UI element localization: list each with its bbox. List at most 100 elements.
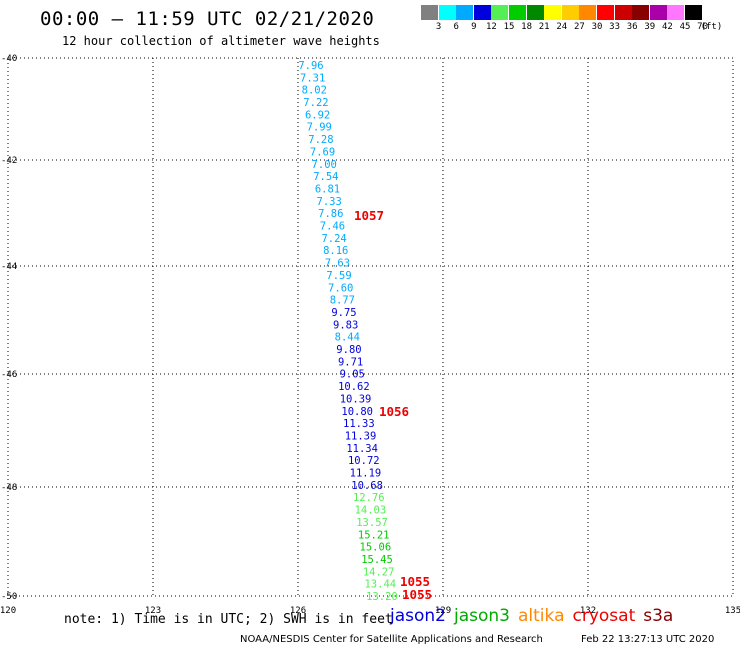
wave-height-label: 7.28 <box>308 134 333 146</box>
wave-height-label: 8.44 <box>335 332 360 344</box>
scale-tick-label: 21 <box>538 22 550 32</box>
wave-height-label: 9.75 <box>331 307 356 319</box>
scale-swatch <box>649 5 667 20</box>
legend-item-jason2: jason2 <box>390 606 446 626</box>
wave-height-label: 9.05 <box>340 369 365 381</box>
scale-tick-label: 3 <box>435 22 442 32</box>
wave-height-label: 7.54 <box>313 171 338 183</box>
longitude-label: 120 <box>0 606 16 616</box>
longitude-label: 123 <box>145 606 161 616</box>
scale-swatch <box>685 5 702 20</box>
scale-swatch <box>667 5 685 20</box>
latitude-label: -40 <box>1 54 17 64</box>
scale-swatch <box>491 5 509 20</box>
scale-tick-label: 45 <box>679 22 691 32</box>
scale-swatch <box>614 5 632 20</box>
wave-height-label: 7.22 <box>303 97 328 109</box>
legend-item-altika: altika <box>518 606 565 626</box>
wave-height-label: 7.31 <box>300 72 325 84</box>
wave-height-label: 8.77 <box>330 295 355 307</box>
wave-height-label: 8.16 <box>323 245 348 257</box>
wave-height-label: 11.19 <box>350 468 382 480</box>
wave-height-label: 15.45 <box>361 554 393 566</box>
wave-height-label: 13.44 <box>364 579 396 591</box>
scale-tick-label: 30 <box>591 22 603 32</box>
scale-swatch <box>438 5 456 20</box>
wave-height-label: 15.21 <box>358 529 390 541</box>
map-frame <box>7 57 734 597</box>
wave-height-label: 11.39 <box>345 430 377 442</box>
footer-credit: NOAA/NESDIS Center for Satellite Applica… <box>240 634 543 645</box>
wave-height-label: 7.00 <box>312 159 337 171</box>
scale-swatch <box>473 5 491 20</box>
wave-height-label: 13.20 <box>366 591 398 603</box>
scale-swatch <box>509 5 526 20</box>
scale-swatch <box>544 5 562 20</box>
wave-height-label: 9.80 <box>336 344 361 356</box>
page-subtitle: 12 hour collection of altimeter wave hei… <box>62 34 380 48</box>
longitude-label: 129 <box>435 606 451 616</box>
wave-height-label: 10.39 <box>340 393 372 405</box>
wave-height-label: 15.06 <box>360 542 392 554</box>
wave-height-label: 7.99 <box>307 122 332 134</box>
page-title: 00:00 – 11:59 UTC 02/21/2020 <box>40 8 375 30</box>
wave-height-label: 7.86 <box>318 208 343 220</box>
wave-height-label: 9.71 <box>338 356 363 368</box>
scale-tick-label: 18 <box>521 22 533 32</box>
scale-tick-label: 42 <box>661 22 673 32</box>
scale-tick-label: 36 <box>626 22 638 32</box>
wave-height-label: 10.72 <box>348 455 380 467</box>
units-note: note: 1) Time is in UTC; 2) SWH is in fe… <box>64 612 393 627</box>
scale-tick-label: 70 <box>697 22 709 32</box>
wave-height-label: 11.33 <box>343 418 375 430</box>
scale-swatch <box>561 5 579 20</box>
scale-swatch <box>526 5 544 20</box>
wave-height-label: 12.76 <box>353 492 385 504</box>
latitude-label: -50 <box>1 592 17 602</box>
wave-height-label: 7.24 <box>321 233 346 245</box>
longitude-label: 135 <box>725 606 740 616</box>
latitude-label: -46 <box>1 370 17 380</box>
wave-height-color-scale: 3 6 9 12 15 18 21 24 27 30 33 36 39 42 45 70 (ft) <box>421 5 731 35</box>
scale-swatch <box>632 5 650 20</box>
wave-height-label: 6.81 <box>315 183 340 195</box>
footer-timestamp: Feb 22 13:27:13 UTC 2020 <box>581 634 715 645</box>
wave-height-label: 7.46 <box>320 221 345 233</box>
wave-height-label: 11.34 <box>346 443 378 455</box>
latitude-label: -42 <box>1 156 17 166</box>
wave-height-label: 7.60 <box>328 282 353 294</box>
wave-height-label: 10.80 <box>341 406 373 418</box>
pass-time-label: 1055 <box>402 587 432 602</box>
satellite-legend: jason2 jason3 altika cryosat s3a <box>390 606 681 626</box>
scale-tick-label: 15 <box>503 22 515 32</box>
scale-tick-label: 27 <box>573 22 585 32</box>
pass-time-label: 1057 <box>354 208 384 223</box>
scale-swatch <box>579 5 597 20</box>
scale-tick-label: 9 <box>471 22 477 32</box>
scale-tick-label: 33 <box>609 22 621 32</box>
longitude-label: 132 <box>580 606 596 616</box>
wave-height-label: 7.96 <box>298 60 323 72</box>
wave-height-label: 14.03 <box>355 505 387 517</box>
wave-height-label: 10.62 <box>338 381 370 393</box>
wave-height-label: 7.69 <box>310 146 335 158</box>
scale-unit-label: (ft) <box>700 22 723 32</box>
wave-height-label: 8.02 <box>302 85 327 97</box>
legend-item-cryosat: cryosat <box>572 606 636 626</box>
wave-height-label: 7.63 <box>325 258 350 270</box>
wave-height-label: 7.59 <box>326 270 351 282</box>
pass-time-label: 1055 <box>400 574 430 589</box>
legend-item-jason3: jason3 <box>454 606 510 626</box>
wave-height-label: 14.27 <box>363 566 395 578</box>
scale-tick-label: 6 <box>453 22 459 32</box>
scale-swatch <box>597 5 614 20</box>
scale-swatch <box>421 5 438 20</box>
scale-tick-label: 39 <box>644 22 656 32</box>
longitude-label: 126 <box>290 606 306 616</box>
wave-height-label: 10.68 <box>351 480 383 492</box>
wave-height-label: 7.33 <box>317 196 342 208</box>
legend-item-s3a: s3a <box>643 606 674 626</box>
latitude-label: -48 <box>1 483 17 493</box>
wave-height-label: 6.92 <box>305 109 330 121</box>
